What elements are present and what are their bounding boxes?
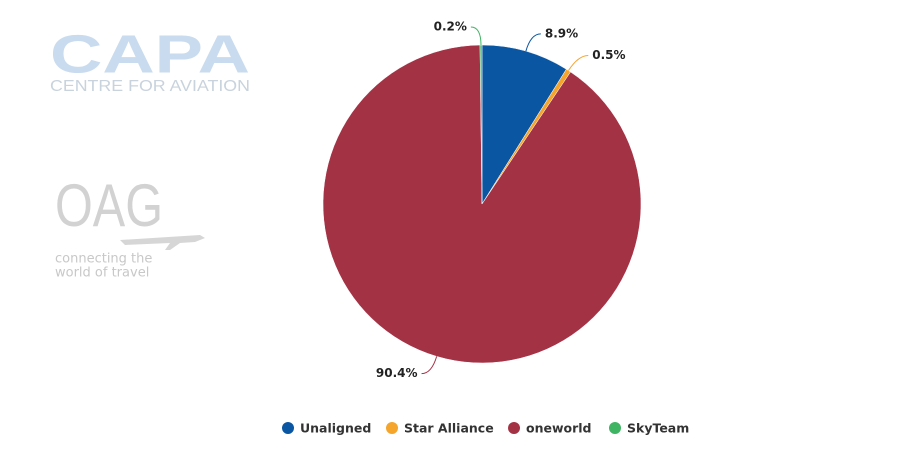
legend-marker[interactable] bbox=[508, 422, 520, 434]
legend-marker[interactable] bbox=[386, 422, 398, 434]
data-label: 8.9% bbox=[545, 26, 578, 40]
pie-slice bbox=[479, 44, 483, 205]
legend-marker[interactable] bbox=[609, 422, 621, 434]
oag-logo: OAG bbox=[55, 172, 163, 239]
connector bbox=[525, 33, 541, 52]
legend-label[interactable]: Star Alliance bbox=[404, 421, 494, 436]
data-label: 0.2% bbox=[434, 20, 467, 34]
legend-label[interactable]: SkyTeam bbox=[627, 421, 689, 436]
data-label: 0.5% bbox=[592, 48, 625, 62]
connector bbox=[421, 356, 438, 375]
capa-logo: CAPA bbox=[50, 24, 250, 84]
legend-marker[interactable] bbox=[282, 422, 294, 434]
capa-tagline: CENTRE FOR AVIATION bbox=[50, 78, 250, 95]
plane-icon bbox=[120, 235, 205, 250]
legend-label[interactable]: oneworld bbox=[526, 421, 592, 436]
legend-label[interactable]: Unaligned bbox=[300, 421, 371, 436]
oag-tagline: connecting the bbox=[55, 252, 152, 267]
data-label: 90.4% bbox=[376, 366, 418, 380]
connector bbox=[470, 26, 482, 46]
pie-slice bbox=[481, 44, 567, 205]
connector bbox=[568, 54, 589, 71]
oag-tagline: world of travel bbox=[55, 266, 149, 281]
